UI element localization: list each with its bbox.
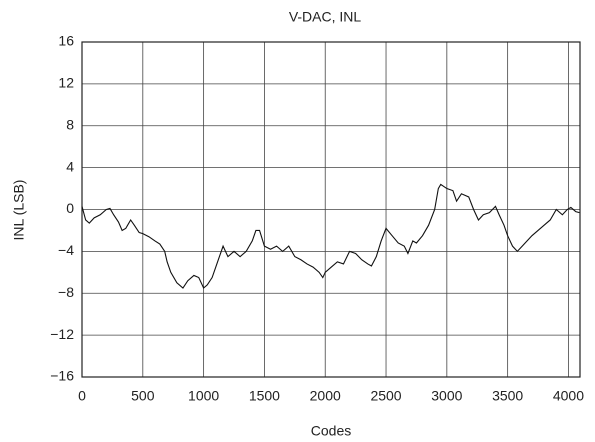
- y-tick-label: −16: [50, 368, 74, 384]
- data-line: [81, 183, 580, 289]
- x-tick-label: 500: [131, 388, 155, 404]
- y-tick-label: 8: [66, 116, 74, 132]
- y-axis-label: INL (LSB): [11, 180, 27, 241]
- x-tick-label: 2000: [310, 388, 341, 404]
- x-axis-label: Codes: [311, 423, 351, 439]
- x-tick-label: 3000: [431, 388, 462, 404]
- y-tick-label: 16: [58, 33, 74, 49]
- y-tick-label: −4: [58, 242, 74, 258]
- x-tick-label: 3500: [492, 388, 523, 404]
- plot-frame: [81, 41, 581, 378]
- x-tick-label: 0: [78, 388, 86, 404]
- y-tick-label: −12: [50, 326, 74, 342]
- x-tick-label: 4000: [553, 388, 584, 404]
- y-tick-label: 4: [66, 158, 74, 174]
- y-tick-label: −8: [58, 284, 74, 300]
- y-tick-label: 0: [66, 200, 74, 216]
- y-tick-label: 12: [58, 75, 74, 91]
- chart-title: V-DAC, INL: [289, 9, 362, 25]
- x-tick-label: 2500: [370, 388, 401, 404]
- x-tick-label: 1500: [249, 388, 280, 404]
- x-tick-label: 1000: [188, 388, 219, 404]
